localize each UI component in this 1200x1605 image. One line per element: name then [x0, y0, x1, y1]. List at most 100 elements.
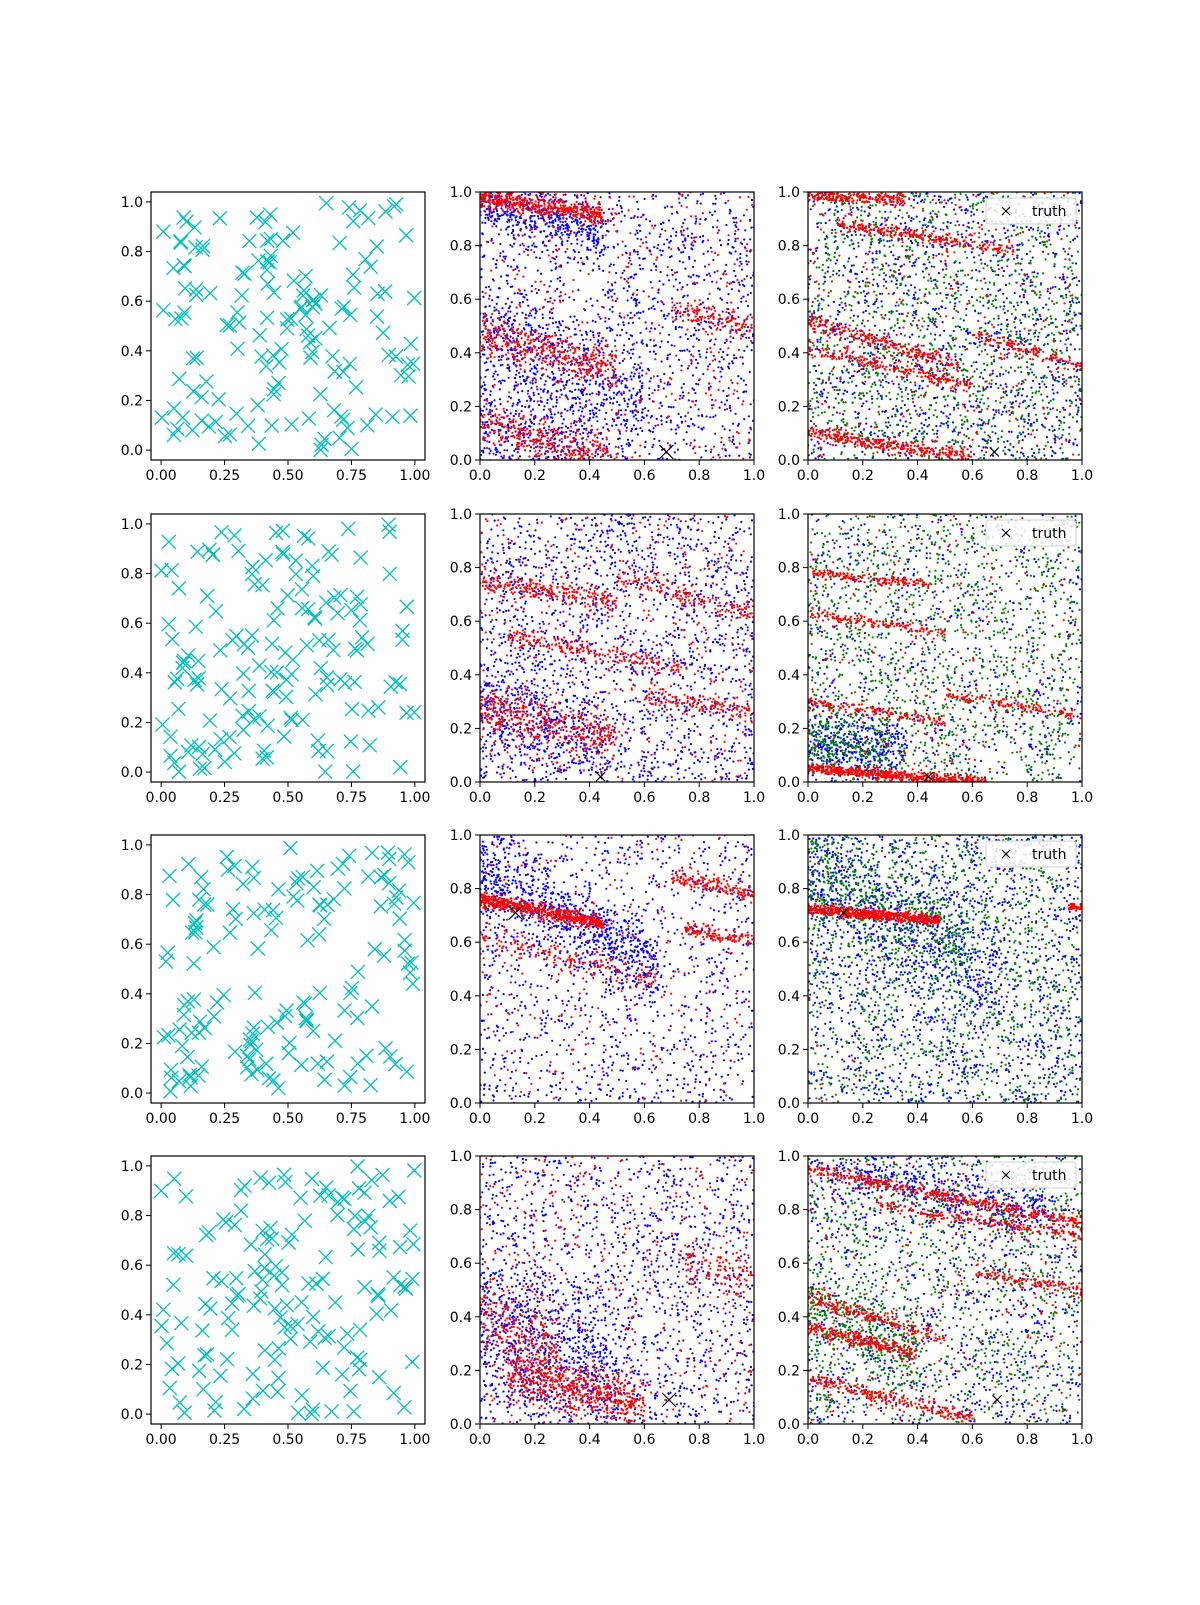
data-point: [518, 360, 520, 362]
data-point: [1040, 377, 1042, 379]
data-point: [811, 452, 813, 454]
data-point: [557, 434, 559, 436]
data-point: [581, 334, 583, 336]
data-point: [484, 362, 486, 364]
data-point: [518, 352, 520, 354]
data-point: [644, 446, 646, 448]
data-point: [714, 414, 716, 416]
data-point: [510, 194, 512, 196]
data-point: [527, 305, 529, 307]
data-point: [580, 390, 582, 392]
data-point: [656, 418, 658, 420]
data-point: [485, 431, 487, 433]
data-point: [506, 415, 508, 417]
data-point: [488, 418, 490, 420]
sample-marker: [231, 342, 245, 356]
data-point: [609, 308, 611, 310]
data-point: [651, 195, 653, 197]
data-point: [499, 185, 501, 187]
data-point: [582, 363, 584, 365]
data-point: [542, 359, 544, 361]
data-point: [551, 392, 553, 394]
data-point: [517, 402, 519, 404]
data-point: [561, 234, 563, 236]
data-point: [524, 197, 526, 199]
data-point: [514, 358, 516, 360]
data-point: [628, 196, 630, 198]
data-point: [543, 220, 545, 222]
data-point: [583, 223, 585, 225]
data-point: [550, 198, 552, 200]
data-point: [519, 350, 521, 352]
data-point: [714, 210, 716, 212]
data-point: [494, 195, 496, 197]
data-point: [552, 220, 554, 222]
data-point: [698, 339, 700, 341]
data-point: [686, 431, 688, 433]
data-point: [696, 306, 698, 308]
data-point: [729, 251, 731, 253]
data-point: [829, 208, 831, 210]
data-point: [679, 315, 681, 317]
data-point: [502, 250, 504, 252]
data-point: [560, 451, 562, 453]
data-point: [597, 369, 599, 371]
data-point: [563, 469, 565, 471]
data-point: [889, 398, 891, 400]
data-point: [609, 396, 611, 398]
data-point: [1074, 392, 1076, 394]
data-point: [588, 419, 590, 421]
data-point: [595, 321, 597, 323]
data-point: [726, 308, 728, 310]
data-point: [732, 362, 734, 364]
data-point: [615, 272, 617, 274]
data-point: [1001, 413, 1003, 415]
data-point: [601, 306, 603, 308]
data-point: [710, 451, 712, 453]
data-point: [595, 251, 597, 253]
data-point: [725, 311, 727, 313]
data-point: [529, 201, 531, 203]
data-point: [642, 214, 644, 216]
data-point: [619, 334, 621, 336]
data-point: [637, 208, 639, 210]
data-point: [924, 263, 926, 265]
data-point: [640, 401, 642, 403]
data-point: [489, 182, 491, 184]
data-point: [662, 457, 664, 459]
data-point: [705, 331, 707, 333]
data-point: [641, 398, 643, 400]
data-point: [671, 306, 673, 308]
data-point: [548, 426, 550, 428]
data-point: [725, 224, 727, 226]
data-point: [611, 350, 613, 352]
data-point: [600, 432, 602, 434]
data-point: [650, 269, 652, 271]
data-point: [1026, 278, 1028, 280]
data-point: [742, 323, 744, 325]
data-point: [507, 351, 509, 353]
data-point: [654, 358, 656, 360]
data-point: [557, 230, 559, 232]
data-point: [578, 420, 580, 422]
data-point: [691, 400, 693, 402]
data-point: [598, 221, 600, 223]
data-point: [516, 208, 518, 210]
data-point: [560, 374, 562, 376]
data-point: [516, 338, 518, 340]
data-point: [629, 254, 631, 256]
data-point: [558, 329, 560, 331]
data-point: [750, 403, 752, 405]
data-point: [629, 317, 631, 319]
data-point: [559, 280, 561, 282]
data-point: [682, 314, 684, 316]
data-point: [1030, 387, 1032, 389]
data-point: [521, 337, 523, 339]
data-point: [716, 327, 718, 329]
data-point: [678, 249, 680, 251]
data-point: [563, 283, 565, 285]
data-point: [555, 245, 557, 247]
data-point: [650, 281, 652, 283]
data-point: [908, 289, 910, 291]
data-point: [605, 220, 607, 222]
